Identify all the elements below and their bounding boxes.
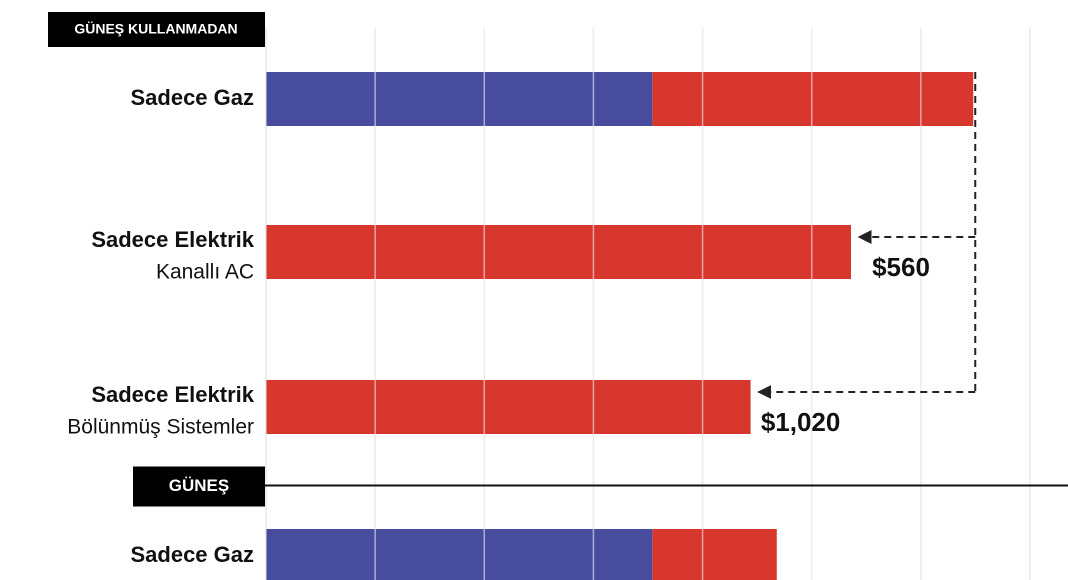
category-label: Sadece Gaz — [130, 85, 254, 110]
section-label: GÜNEŞ KULLANMADAN — [74, 21, 237, 37]
difference-label: $1,020 — [761, 407, 841, 437]
difference-label: $560 — [872, 252, 930, 282]
category-sublabel: Bölünmüş Sistemler — [67, 416, 254, 439]
category-label: Sadece Elektrik — [91, 227, 254, 252]
bar-segment — [652, 529, 777, 580]
section-box — [133, 466, 265, 507]
bar-segment — [266, 529, 653, 580]
bar-segment — [266, 380, 751, 434]
category-label: Sadece Elektrik — [91, 382, 254, 407]
section-box — [48, 12, 265, 47]
bar-segment — [652, 72, 974, 126]
section-label: GÜNEŞ — [169, 476, 229, 495]
bar-segment — [266, 72, 653, 126]
category-sublabel: Kanallı AC — [156, 261, 254, 284]
category-label: Sadece Gaz — [130, 542, 254, 567]
bar-segment — [266, 225, 852, 279]
